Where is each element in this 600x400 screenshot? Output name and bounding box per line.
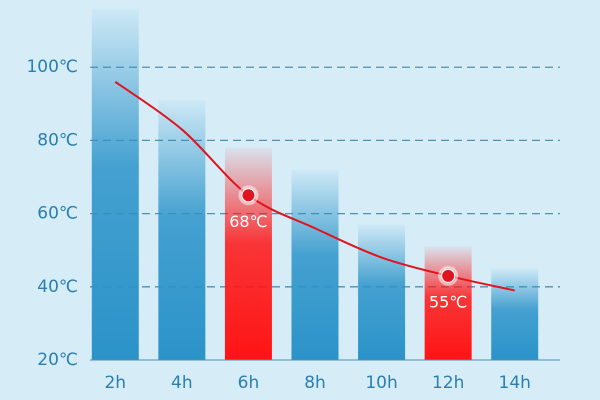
- x-tick-label: 6h: [238, 373, 260, 393]
- x-tick-label: 8h: [304, 373, 326, 393]
- y-tick-label: 100℃: [26, 57, 78, 77]
- y-tick-label: 60℃: [37, 204, 78, 224]
- bar: [291, 169, 339, 360]
- y-tick-label: 80℃: [37, 130, 78, 150]
- x-tick-label: 12h: [432, 373, 464, 393]
- annotation: 68℃: [229, 212, 267, 231]
- bar: [91, 8, 139, 361]
- y-tick-label: 20℃: [37, 350, 78, 370]
- bar: [224, 147, 272, 360]
- annotation: 55℃: [429, 292, 467, 311]
- point: [441, 268, 456, 283]
- bar: [491, 268, 539, 360]
- x-tick-label: 4h: [171, 373, 193, 393]
- x-tick-label: 14h: [499, 373, 531, 393]
- point: [241, 188, 256, 203]
- bar: [158, 100, 206, 361]
- x-tick-label: 2h: [104, 373, 126, 393]
- bar: [358, 224, 406, 360]
- y-tick-label: 40℃: [37, 277, 78, 297]
- x-tick-label: 10h: [365, 373, 397, 393]
- bar: [424, 246, 472, 360]
